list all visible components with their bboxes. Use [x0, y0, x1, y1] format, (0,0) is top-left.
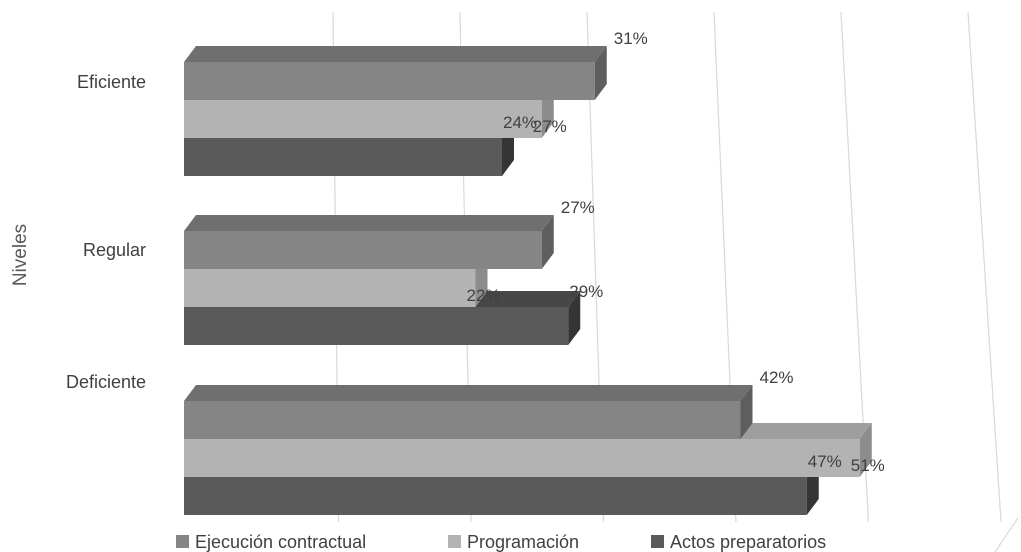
data-label: 51%	[851, 456, 885, 475]
bar	[184, 269, 476, 307]
data-label: 27%	[561, 198, 595, 217]
bar	[184, 231, 542, 269]
bar-side-face	[541, 215, 554, 269]
data-label: 24%	[503, 113, 537, 132]
bar-top-face	[184, 46, 607, 62]
data-label: 31%	[614, 29, 648, 48]
data-labels: 24%27%31%29%22%27%47% 51%42%	[466, 29, 884, 475]
data-label: 29%	[569, 282, 603, 301]
bar	[184, 138, 502, 176]
legend-swatch	[176, 535, 189, 548]
bar-side-face	[859, 423, 872, 477]
y-axis-title: Niveles	[10, 224, 31, 286]
bar	[184, 477, 807, 515]
bar-top-face	[184, 385, 753, 401]
gridline	[994, 517, 1019, 552]
legend-label: Ejecución contractual	[195, 532, 366, 552]
bar	[184, 100, 542, 138]
bars	[184, 46, 872, 515]
category-label: Eficiente	[77, 72, 146, 92]
legend-swatch	[448, 535, 461, 548]
data-label: 47%	[808, 452, 842, 471]
legend-label: Actos preparatorios	[670, 532, 826, 552]
bar	[184, 401, 741, 439]
data-label: 27%	[533, 117, 567, 136]
legend: Ejecución contractual Programación Actos p…	[176, 532, 826, 552]
bar-side-face	[594, 46, 607, 100]
legend-swatch	[651, 535, 664, 548]
legend-label: Programación	[467, 532, 579, 552]
category-label: Regular	[83, 240, 146, 260]
data-label: 22%	[466, 286, 500, 305]
bar	[184, 439, 860, 477]
category-labels: Eficiente Regular Deficiente	[66, 72, 146, 392]
gridline	[967, 11, 1002, 523]
bar-top-face	[184, 215, 554, 231]
bar-side-face	[740, 385, 753, 439]
bar-side-face	[568, 291, 581, 345]
bar	[184, 62, 595, 100]
data-label: 42%	[759, 368, 793, 387]
category-label: Deficiente	[66, 372, 146, 392]
bar	[184, 307, 569, 345]
